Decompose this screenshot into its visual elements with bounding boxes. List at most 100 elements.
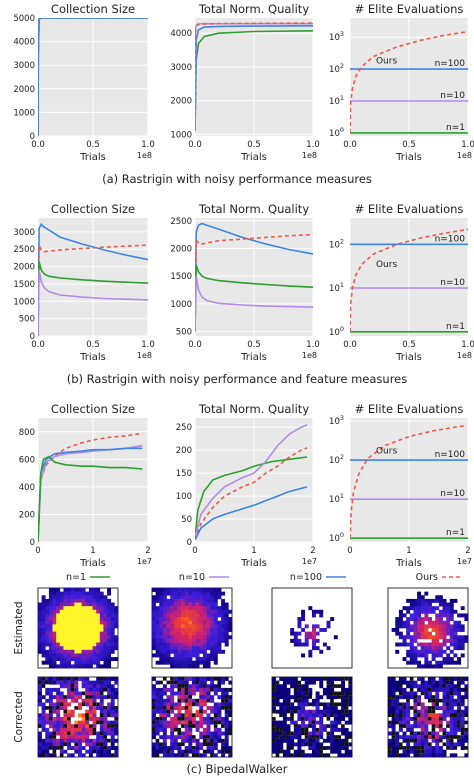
heatmap-cell [38, 620, 42, 625]
x-multiplier: 1e8 [137, 151, 152, 160]
heatmap-cell [88, 620, 93, 625]
heatmap-cell [92, 617, 97, 622]
heatmap-cell [420, 646, 425, 651]
heatmap-cell [424, 746, 429, 751]
heatmap-cell [202, 695, 207, 700]
heatmap-cell [152, 598, 156, 603]
heatmap-cell [315, 709, 320, 714]
heatmap-cell [431, 709, 436, 714]
heatmap-cell [152, 684, 156, 689]
heatmap-cell [406, 691, 411, 696]
heatmap-cell [279, 691, 284, 696]
heatmap-cell [184, 724, 189, 729]
heatmap-cell [217, 628, 222, 632]
legend-label: n=1 [66, 572, 86, 583]
heatmap-cell [173, 735, 178, 740]
heatmap-cell [402, 713, 407, 718]
heatmap-cell [63, 684, 68, 689]
heatmap-cell [290, 684, 295, 689]
heatmap-cell [52, 709, 57, 714]
heatmap-cell [38, 735, 42, 740]
heatmap-cell [96, 706, 101, 711]
heatmap-cell [344, 731, 349, 736]
heatmap-cell [199, 677, 204, 681]
heatmap-cell [159, 717, 163, 721]
heatmap-cell [202, 738, 207, 743]
heatmap-cell [431, 749, 436, 754]
heatmap-cell [348, 695, 353, 700]
heatmap-cell [326, 677, 331, 681]
heatmap-cell [67, 649, 72, 654]
heatmap-cell [435, 628, 440, 632]
heatmap-cell [206, 720, 211, 725]
heatmap-cell [70, 684, 75, 688]
heatmap-cell [63, 738, 68, 743]
heatmap-cell [88, 624, 93, 629]
heatmap-cell [63, 628, 68, 632]
heatmap-cell [107, 749, 112, 754]
heatmap-cell [348, 702, 353, 707]
heatmap-cell [282, 753, 287, 758]
heatmap-cell [74, 595, 79, 600]
heatmap-cell [70, 642, 75, 647]
heatmap-cell [177, 657, 182, 662]
heatmap-cell [398, 717, 403, 721]
heatmap-cell [152, 749, 156, 754]
heatmap-cell [438, 628, 443, 632]
y-tick-label: 0 [30, 332, 35, 342]
heatmap-cell [206, 687, 211, 692]
heatmap-cell [442, 749, 447, 754]
y-tick-label: 101 [329, 94, 344, 107]
heatmap-cell [181, 653, 186, 658]
heatmap-cell [435, 653, 440, 658]
heatmap-cell [114, 642, 119, 647]
heatmap-cell [170, 657, 175, 662]
heatmap-cell [210, 735, 215, 740]
heatmap-cell [38, 753, 42, 758]
heatmap-cell [170, 698, 175, 703]
heatmap-cell [413, 684, 418, 689]
heatmap-cell [85, 620, 90, 625]
heatmap-cell [85, 684, 90, 689]
heatmap-cell [286, 680, 291, 685]
heatmap-cell [199, 620, 204, 625]
heatmap-cell [446, 695, 451, 700]
heatmap-cell [48, 631, 53, 636]
heatmap-cell [67, 695, 72, 700]
annotation-n100: n=100 [435, 59, 466, 69]
heatmap-cell [170, 691, 175, 696]
heatmap-cell [188, 595, 193, 600]
heatmap-cell [199, 588, 204, 592]
heatmap-cell [442, 598, 447, 603]
series-line-ours [350, 228, 468, 332]
heatmap-cell [398, 680, 403, 685]
heatmap-cell [202, 677, 207, 681]
heatmap-cell [92, 731, 97, 736]
heatmap-cell [312, 753, 316, 758]
heatmap-cell [297, 684, 302, 688]
heatmap-cell [457, 657, 462, 662]
heatmap-cell [45, 660, 50, 665]
heatmap-cell [41, 746, 46, 751]
heatmap-cell [438, 738, 443, 743]
heatmap-cell [224, 631, 229, 636]
heatmap-cell [155, 620, 160, 625]
heatmap-cell [391, 706, 396, 711]
heatmap-cell [431, 720, 436, 725]
heatmap-cell [52, 609, 57, 614]
heatmap-cell [184, 709, 189, 714]
heatmap-cell [59, 653, 64, 658]
heatmap-cell [88, 602, 93, 607]
series-line-n-10 [195, 424, 308, 538]
heatmap-cell [446, 631, 451, 636]
heatmap-cell [398, 635, 403, 640]
heatmap-cell [99, 735, 104, 740]
heatmap-cell [315, 646, 320, 651]
heatmap-cell [67, 753, 72, 758]
heatmap-cell [85, 713, 89, 717]
heatmap-cell [188, 713, 193, 718]
annotation-ours: Ours [376, 260, 397, 270]
heatmap-cell [210, 709, 215, 714]
